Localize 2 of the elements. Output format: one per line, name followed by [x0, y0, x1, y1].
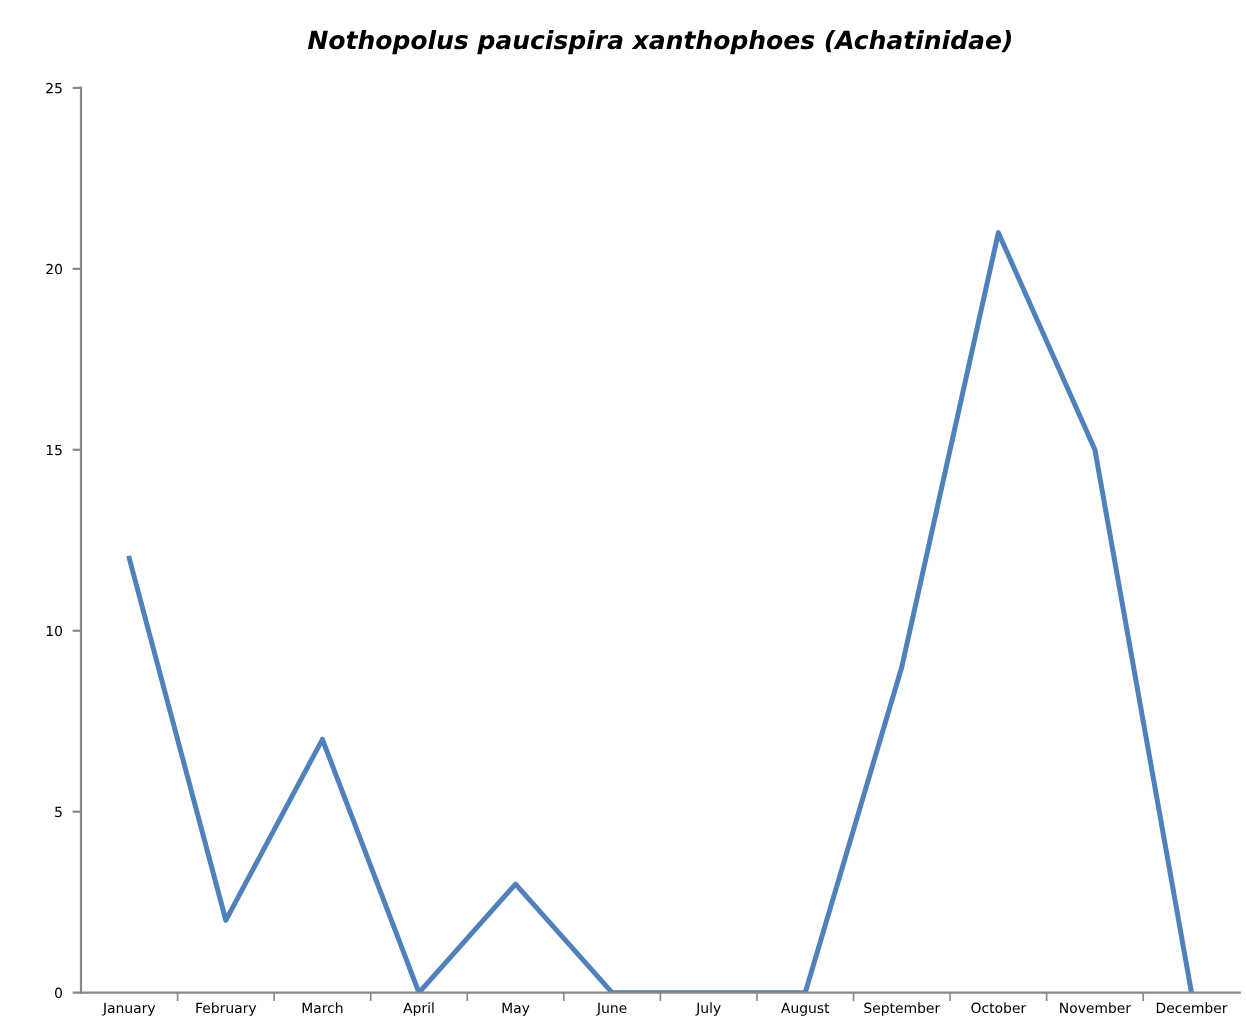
- chart-title: Nothopolus paucispira xanthophoes (Achatinidae): [307, 30, 1011, 55]
- line-series: [126, 230, 1194, 993]
